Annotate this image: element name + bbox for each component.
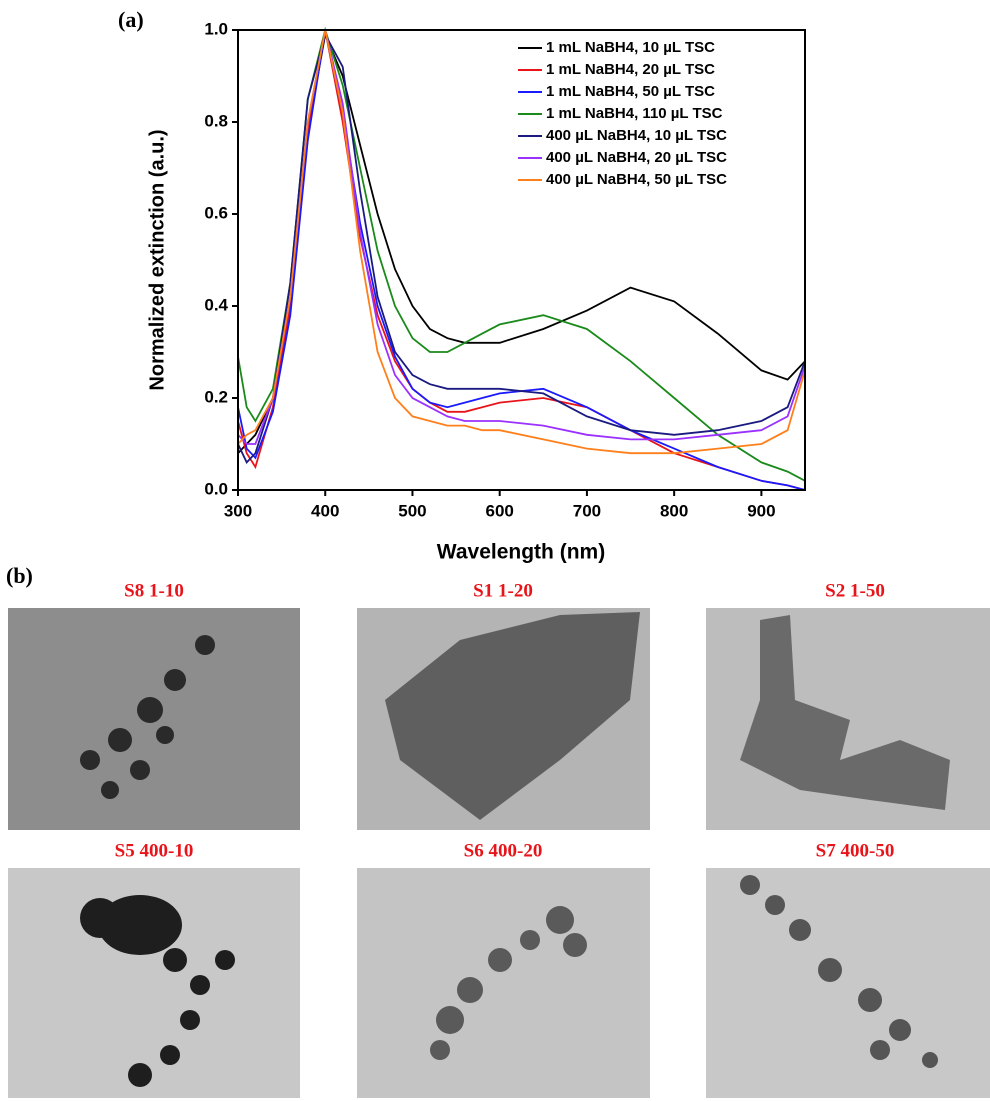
y-tick-label: 0.0 bbox=[204, 479, 228, 498]
image-title: S2 1-50 bbox=[825, 580, 885, 601]
series-line bbox=[237, 26, 806, 482]
panel-label: (a) bbox=[118, 7, 144, 32]
legend-label: 400 µL NaBH4, 10 µL TSC bbox=[546, 127, 727, 144]
x-tick-label: 400 bbox=[311, 501, 339, 520]
y-tick-label: 0.6 bbox=[204, 203, 228, 222]
image-title: S8 1-10 bbox=[124, 580, 184, 601]
x-tick-label: 300 bbox=[224, 501, 252, 520]
particle-cluster bbox=[740, 615, 950, 810]
x-tick-label: 900 bbox=[747, 501, 775, 520]
image-title: S7 400-50 bbox=[816, 840, 895, 861]
particles bbox=[430, 906, 587, 1060]
series-line bbox=[237, 29, 806, 491]
panel-label: (b) bbox=[6, 563, 33, 588]
x-tick-label: 800 bbox=[660, 501, 688, 520]
y-tick-label: 0.4 bbox=[204, 295, 228, 314]
legend-label: 1 mL NaBH4, 20 µL TSC bbox=[546, 61, 715, 78]
particles bbox=[80, 635, 215, 799]
legend-label: 1 mL NaBH4, 10 µL TSC bbox=[546, 39, 715, 56]
tem-image bbox=[357, 868, 650, 1098]
particle-cluster bbox=[385, 612, 640, 820]
x-tick-label: 700 bbox=[573, 501, 601, 520]
image-title: S1 1-20 bbox=[473, 580, 533, 601]
image-title: S6 400-20 bbox=[464, 840, 543, 861]
tem-images: S8 1-10 S1 1-20 S2 1-50 S5 400-10 S6 400… bbox=[8, 580, 990, 1098]
series-line bbox=[237, 29, 806, 455]
legend-label: 400 µL NaBH4, 20 µL TSC bbox=[546, 149, 727, 166]
tem-image bbox=[706, 868, 990, 1098]
series-line bbox=[237, 32, 806, 464]
legend-label: 400 µL NaBH4, 50 µL TSC bbox=[546, 171, 727, 188]
x-tick-label: 500 bbox=[398, 501, 426, 520]
image-title: S5 400-10 bbox=[115, 840, 194, 861]
legend-label: 1 mL NaBH4, 110 µL TSC bbox=[546, 105, 723, 122]
y-tick-label: 1.0 bbox=[204, 19, 228, 38]
legend-label: 1 mL NaBH4, 50 µL TSC bbox=[546, 83, 715, 100]
series-line bbox=[237, 29, 806, 491]
y-axis-label: Normalized extinction (a.u.) bbox=[146, 129, 168, 390]
plot-frame bbox=[237, 29, 806, 491]
y-tick-label: 0.2 bbox=[204, 387, 228, 406]
x-tick-label: 600 bbox=[486, 501, 514, 520]
x-axis-label: Wavelength (nm) bbox=[437, 541, 605, 564]
y-tick-label: 0.8 bbox=[204, 111, 228, 130]
particles bbox=[80, 895, 235, 1087]
particles bbox=[740, 875, 938, 1068]
